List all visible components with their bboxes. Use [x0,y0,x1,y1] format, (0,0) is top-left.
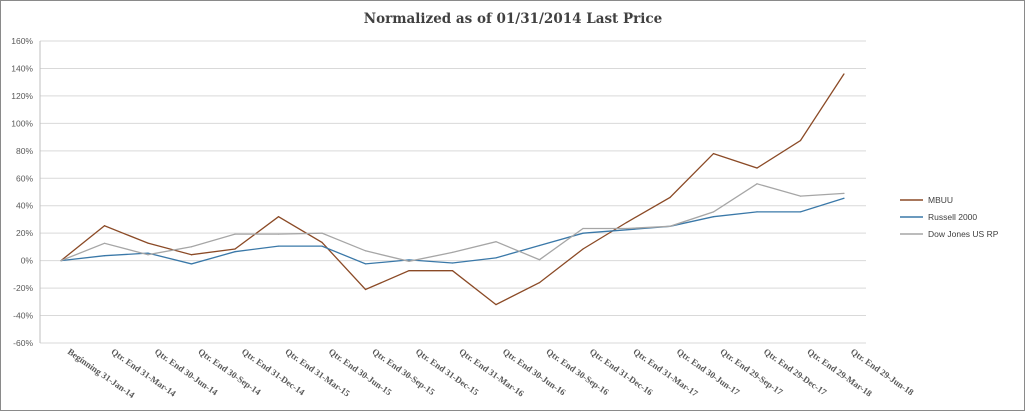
data-point [234,248,236,250]
data-point [669,225,671,227]
data-point [538,244,541,247]
data-point [712,211,715,213]
legend-label: MBUU [928,195,953,205]
data-point [582,232,584,234]
data-point [234,233,236,235]
data-point [321,241,323,243]
data-point [538,282,541,284]
data-point [756,183,758,185]
data-point [234,251,236,253]
series-line-mbuu [60,73,845,306]
data-point [103,225,106,227]
y-tick-label: 80% [16,146,33,156]
y-tick-label: 20% [16,228,33,238]
data-point [147,252,149,254]
data-point [60,260,62,262]
legend-label: Dow Jones US RP [928,229,999,239]
y-tick-label: -40% [13,311,33,321]
data-point [799,195,802,197]
y-tick-label: 60% [16,173,33,183]
data-point [625,221,628,224]
data-point [147,242,149,244]
data-point [799,211,802,213]
data-point [277,216,280,218]
data-point [408,270,410,272]
data-point [451,270,454,272]
data-point [364,288,367,291]
data-point [277,245,280,247]
data-point [321,245,323,247]
data-point [408,259,410,261]
data-point [712,216,715,218]
data-point [321,232,323,234]
data-point [103,242,106,244]
data-point [756,167,758,169]
y-tick-label: -60% [13,338,33,348]
series-line-dow-jones-us-rp [60,183,845,262]
data-point [712,152,715,155]
data-point [843,73,845,75]
y-tick-label: 120% [11,91,33,101]
y-tick-label: -20% [13,283,33,293]
data-point [147,254,149,256]
data-point [451,262,454,264]
data-point [364,250,367,252]
data-point [799,139,802,142]
y-tick-label: 100% [11,118,33,128]
data-point [190,263,193,265]
data-point [408,260,410,262]
data-point [625,229,628,231]
data-point [495,257,497,259]
data-point [625,227,628,230]
data-point [190,246,193,248]
data-point [495,303,497,306]
data-point [190,254,193,256]
data-point [843,192,845,194]
data-point [582,227,584,230]
data-point [843,197,845,199]
y-tick-label: 40% [16,201,33,211]
series-line-russell-2000 [60,197,845,265]
legend-label: Russell 2000 [928,212,977,222]
data-point [364,263,367,265]
data-point [582,248,584,250]
data-point [756,211,758,213]
y-tick-label: 0% [21,256,34,266]
data-point [103,255,106,257]
y-tick-label: 160% [11,36,33,46]
data-point [538,259,541,261]
data-point [451,251,454,253]
data-point [277,233,280,235]
data-point [495,241,497,243]
data-point [669,196,671,199]
chart-title: Normalized as of 01/31/2014 Last Price [364,11,662,27]
y-tick-label: 140% [11,63,33,73]
